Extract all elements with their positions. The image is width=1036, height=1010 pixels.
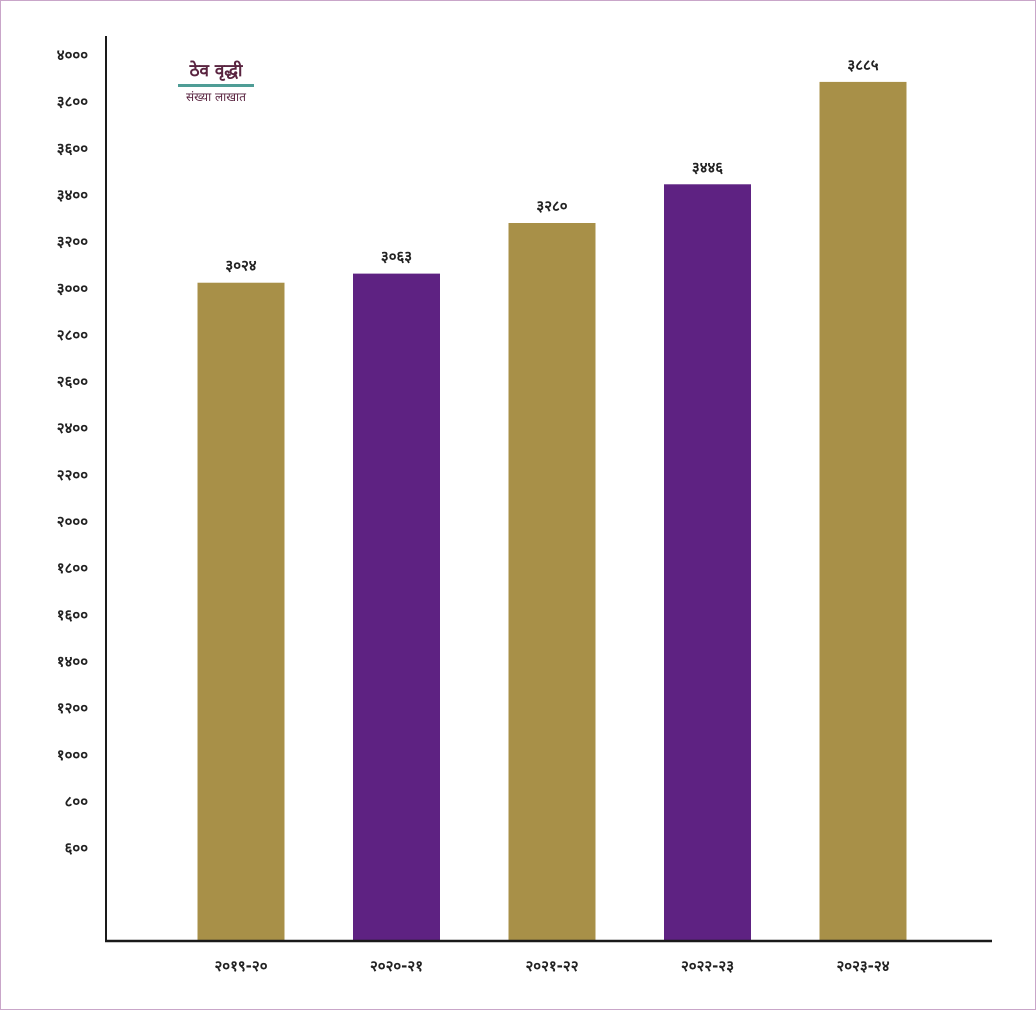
y-tick-label: २८०० xyxy=(57,326,88,344)
y-tick-label: २६०० xyxy=(57,373,88,391)
bar-2 xyxy=(353,273,440,941)
y-tick-label: ६०० xyxy=(65,839,89,857)
y-tick-label: १६०० xyxy=(57,606,88,624)
y-tick-label: ३२०० xyxy=(57,233,88,251)
y-tick-label: ८०० xyxy=(65,792,89,810)
data-label: ३२८० xyxy=(536,197,567,215)
data-label: ३४४६ xyxy=(692,158,723,176)
y-tick-label: ३८०० xyxy=(57,93,88,111)
x-tick-label: २०२१-२२ xyxy=(525,957,578,975)
bar-4 xyxy=(664,184,751,941)
bar-3 xyxy=(508,223,596,941)
y-tick-label: ३००० xyxy=(57,279,88,297)
y-axis: ६०० ८०० १००० १२०० १४०० १६०० १८०० २००० २२०० २४०० २६… xyxy=(57,36,107,942)
data-label: ३०६३ xyxy=(381,248,412,266)
chart-title: ठेव वृद्धी xyxy=(189,61,243,81)
x-tick-label: २०२३-२४ xyxy=(836,957,889,975)
data-label: ३०२४ xyxy=(225,257,256,275)
x-tick-label: २०२२-२३ xyxy=(681,957,734,975)
y-tick-label: २००० xyxy=(57,513,88,531)
x-axis: २०१९-२० २०२०-२१ २०२१-२२ २०२२-२३ २०२३-२४ xyxy=(105,939,992,975)
y-tick-label: ३४०० xyxy=(57,186,88,204)
chart-legend: ठेव वृद्धी संख्या लाखात xyxy=(178,60,254,105)
chart-subtitle: संख्या लाखात xyxy=(185,90,247,104)
data-label: ३८८५ xyxy=(847,56,878,74)
y-tick-label: १४०० xyxy=(57,652,88,670)
bars-group xyxy=(197,81,907,942)
x-tick-label: २०१९-२० xyxy=(214,957,267,975)
bar-5 xyxy=(819,81,907,942)
y-tick-label: ४००० xyxy=(57,46,88,64)
y-tick-label: २४०० xyxy=(57,419,88,437)
y-tick-label: १२०० xyxy=(57,699,88,717)
data-labels-group: ३०२४ ३०६३ ३२८० ३४४६ ३८८५ xyxy=(225,56,878,275)
y-tick-label: २२०० xyxy=(57,466,88,484)
y-tick-label: १८०० xyxy=(57,559,88,577)
y-tick-label: ३६०० xyxy=(57,139,88,157)
y-tick-label: १००० xyxy=(57,746,88,764)
x-tick-label: २०२०-२१ xyxy=(370,957,423,975)
bar-1 xyxy=(197,282,285,941)
title-underline xyxy=(178,84,254,87)
